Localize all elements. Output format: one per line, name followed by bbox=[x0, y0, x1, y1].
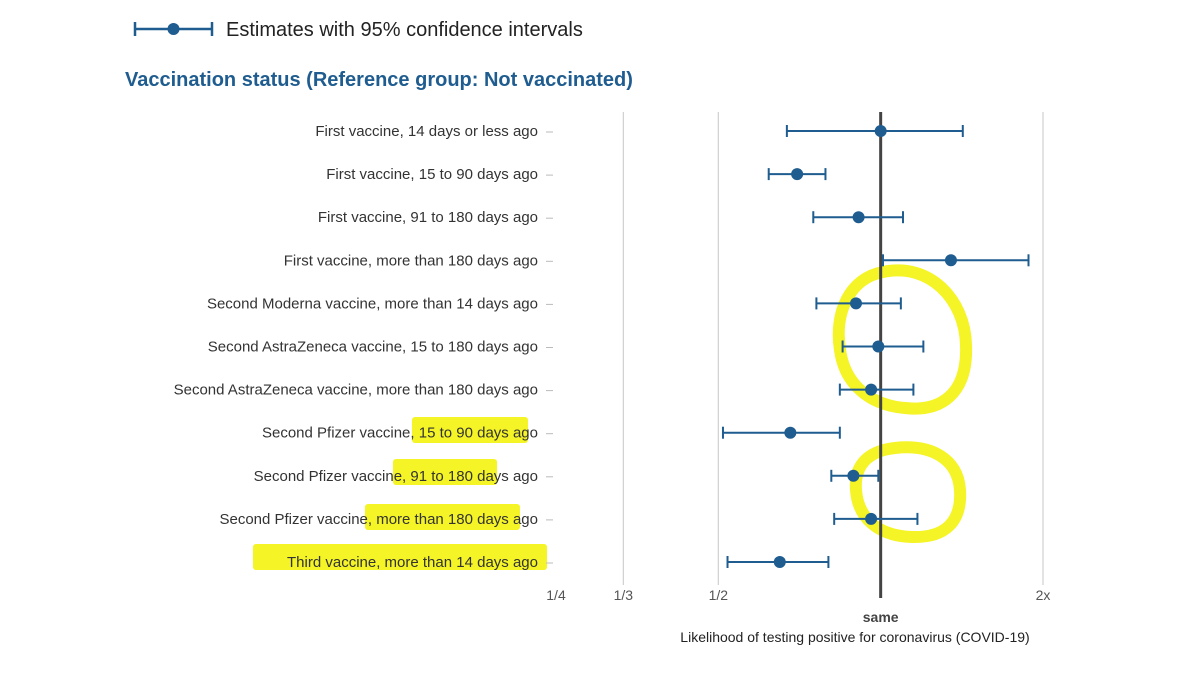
category-label: Second Pfizer vaccine, 15 to 90 days ago bbox=[262, 425, 538, 442]
category-label: Second Pfizer vaccine, 91 to 180 days ag… bbox=[254, 468, 538, 485]
text-highlight bbox=[412, 417, 528, 443]
text-highlight bbox=[253, 544, 547, 570]
category-label: First vaccine, 14 days or less ago bbox=[315, 123, 538, 140]
estimate-point bbox=[852, 211, 865, 224]
category-label: First vaccine, more than 180 days ago bbox=[284, 252, 538, 269]
category-labels: First vaccine, 14 days or less ago First … bbox=[174, 123, 553, 571]
estimate-point bbox=[865, 383, 878, 396]
x-tick-label: 1/4 bbox=[546, 587, 566, 603]
estimate-point bbox=[874, 125, 887, 137]
estimate-point bbox=[872, 340, 885, 353]
estimate-point bbox=[791, 168, 804, 181]
estimate-point bbox=[847, 469, 860, 482]
category-label: First vaccine, 15 to 90 days ago bbox=[326, 166, 538, 183]
highlight-circle bbox=[832, 264, 973, 415]
data-marks bbox=[721, 112, 1030, 598]
x-axis-label: Likelihood of testing positive for coron… bbox=[680, 629, 1029, 645]
estimate-point bbox=[849, 297, 862, 310]
legend: Estimates with 95% confidence intervals bbox=[133, 19, 583, 41]
text-highlight bbox=[393, 459, 497, 485]
category-label: Third vaccine, more than 14 days ago bbox=[287, 554, 538, 571]
x-tick-label: 1/3 bbox=[614, 587, 634, 603]
reference-label: same bbox=[863, 609, 899, 625]
estimate-point bbox=[773, 556, 786, 568]
x-tick-label: 2x bbox=[1036, 587, 1051, 603]
estimate-point bbox=[865, 512, 878, 525]
category-label: Second AstraZeneca vaccine, more than 18… bbox=[174, 382, 538, 399]
category-label: Second Moderna vaccine, more than 14 day… bbox=[207, 295, 538, 312]
category-label: First vaccine, 91 to 180 days ago bbox=[318, 209, 538, 226]
x-axis-ticks: 1/4 1/3 1/2 2x bbox=[546, 587, 1050, 603]
x-tick-label: 1/2 bbox=[709, 587, 729, 603]
estimate-point bbox=[784, 426, 797, 439]
text-highlight bbox=[365, 504, 520, 530]
category-label: Second Pfizer vaccine, more than 180 day… bbox=[219, 511, 538, 528]
legend-marker bbox=[167, 23, 180, 35]
chart-title: Vaccination status (Reference group: Not… bbox=[125, 69, 633, 91]
estimate-point bbox=[944, 254, 957, 267]
legend-label: Estimates with 95% confidence intervals bbox=[226, 19, 583, 41]
category-label: Second AstraZeneca vaccine, 15 to 180 da… bbox=[208, 339, 538, 356]
gridlines bbox=[622, 112, 1044, 585]
